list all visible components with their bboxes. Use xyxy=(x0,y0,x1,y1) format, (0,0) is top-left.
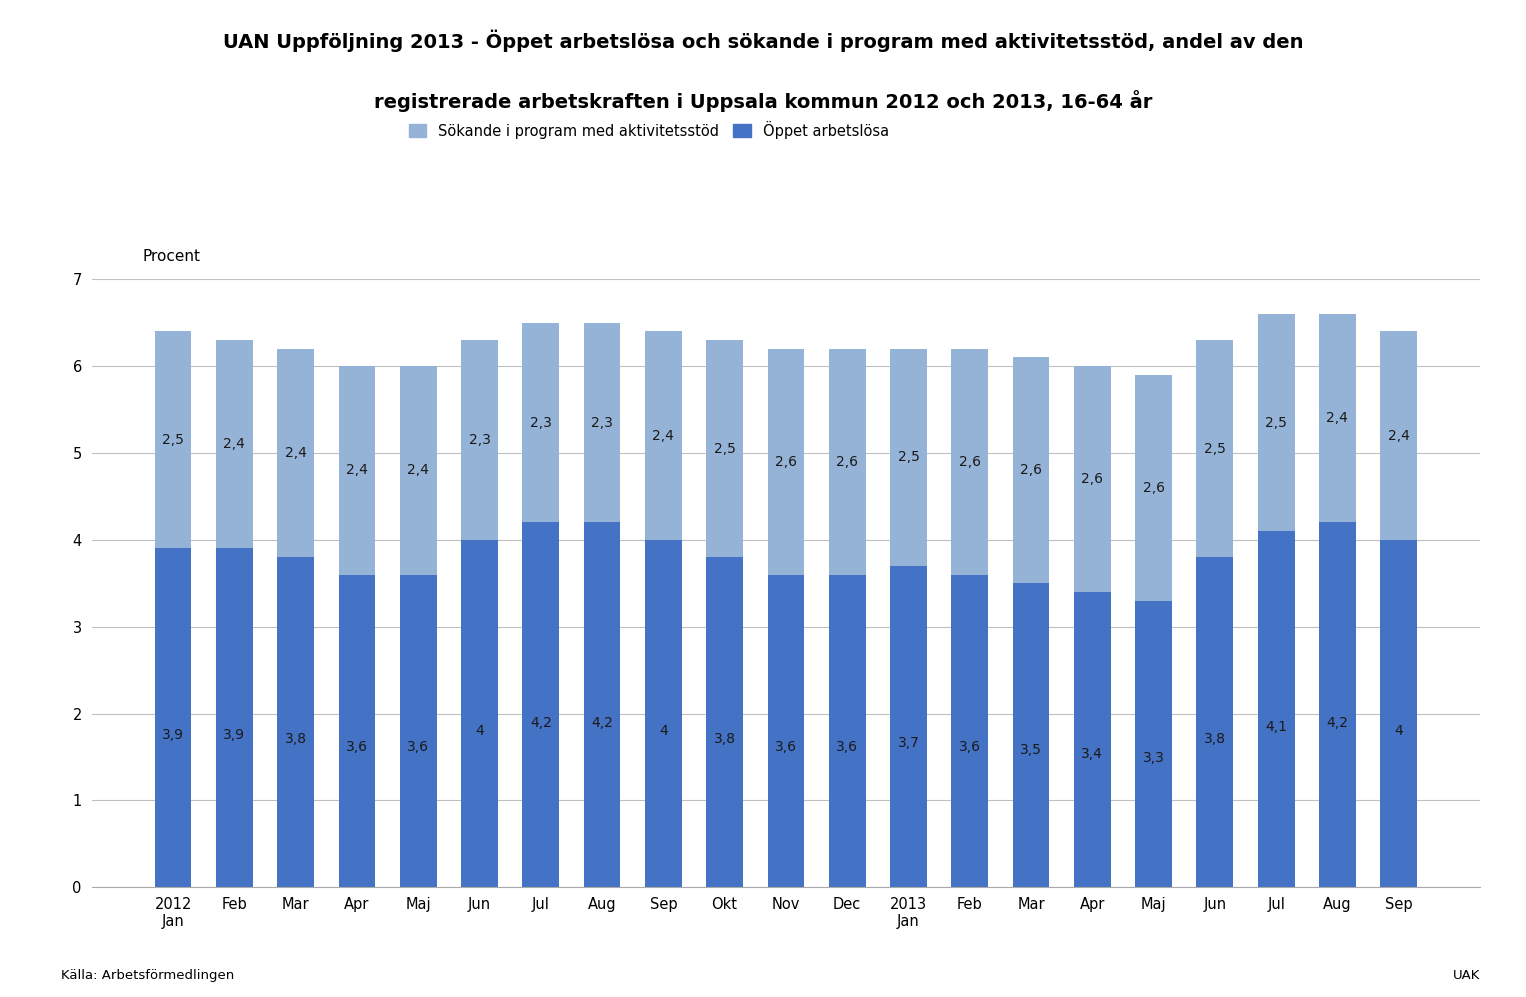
Bar xyxy=(1381,539,1418,887)
Bar xyxy=(217,548,253,887)
Text: UAN Uppföljning 2013 - Öppet arbetslösa och sökande i program med aktivitetsstöd: UAN Uppföljning 2013 - Öppet arbetslösa … xyxy=(223,30,1303,53)
Text: Källa: Arbetsförmedlingen: Källa: Arbetsförmedlingen xyxy=(61,969,235,982)
Text: 2,4: 2,4 xyxy=(1387,429,1410,443)
Bar xyxy=(278,349,314,557)
Text: 2,6: 2,6 xyxy=(836,455,858,469)
Bar xyxy=(707,340,743,557)
Bar xyxy=(1318,522,1355,887)
Bar xyxy=(768,349,804,574)
Bar xyxy=(461,340,497,539)
Bar xyxy=(461,539,497,887)
Text: 2,4: 2,4 xyxy=(653,429,674,443)
Bar xyxy=(645,539,682,887)
Bar xyxy=(339,366,375,574)
Bar xyxy=(522,522,559,887)
Bar xyxy=(1196,557,1233,887)
Text: 2,4: 2,4 xyxy=(285,446,307,460)
Text: 2,6: 2,6 xyxy=(1082,472,1103,486)
Bar xyxy=(583,522,621,887)
Text: 4,2: 4,2 xyxy=(1326,716,1349,730)
Bar xyxy=(278,557,314,887)
Text: 4: 4 xyxy=(475,724,484,738)
Text: 3,7: 3,7 xyxy=(897,736,919,750)
Text: 2,5: 2,5 xyxy=(1204,442,1225,456)
Text: 3,8: 3,8 xyxy=(285,732,307,746)
Text: 2,4: 2,4 xyxy=(223,438,246,452)
Text: 4,2: 4,2 xyxy=(530,716,552,730)
Text: 3,6: 3,6 xyxy=(958,740,981,754)
Text: UAK: UAK xyxy=(1453,969,1480,982)
Bar xyxy=(1074,366,1111,592)
Text: 3,8: 3,8 xyxy=(1204,732,1225,746)
Bar xyxy=(522,323,559,522)
Text: 2,6: 2,6 xyxy=(1143,481,1164,495)
Text: 2,6: 2,6 xyxy=(775,455,797,469)
Text: 2,3: 2,3 xyxy=(591,416,613,430)
Bar xyxy=(1013,357,1050,583)
Bar xyxy=(829,574,865,887)
Text: 2,6: 2,6 xyxy=(1019,464,1042,478)
Text: 4,1: 4,1 xyxy=(1265,720,1286,734)
Text: 3,9: 3,9 xyxy=(223,728,246,742)
Text: 3,4: 3,4 xyxy=(1082,748,1103,762)
Text: 2,5: 2,5 xyxy=(1265,416,1286,430)
Bar xyxy=(645,331,682,539)
Text: 4: 4 xyxy=(1395,724,1402,738)
Bar xyxy=(1381,331,1418,539)
Text: 3,9: 3,9 xyxy=(162,728,185,742)
Bar xyxy=(1257,531,1294,887)
Bar xyxy=(1135,375,1172,600)
Bar xyxy=(890,349,926,566)
Bar xyxy=(1318,314,1355,522)
Text: 2,5: 2,5 xyxy=(897,451,919,465)
Bar xyxy=(829,349,865,574)
Text: 4: 4 xyxy=(659,724,668,738)
Text: 2,5: 2,5 xyxy=(714,442,736,456)
Text: 3,5: 3,5 xyxy=(1019,744,1042,758)
Bar xyxy=(1196,340,1233,557)
Bar xyxy=(707,557,743,887)
Text: 3,6: 3,6 xyxy=(775,740,797,754)
Bar xyxy=(951,574,989,887)
Bar xyxy=(339,574,375,887)
Bar xyxy=(890,566,926,887)
Text: 2,5: 2,5 xyxy=(162,433,185,447)
Text: 2,4: 2,4 xyxy=(1326,411,1349,425)
Bar xyxy=(1257,314,1294,531)
Text: 3,6: 3,6 xyxy=(836,740,858,754)
Bar xyxy=(1074,592,1111,887)
Bar xyxy=(768,574,804,887)
Legend: Sökande i program med aktivitetsstöd, Öppet arbetslösa: Sökande i program med aktivitetsstöd, Öp… xyxy=(404,117,893,143)
Text: 3,8: 3,8 xyxy=(714,732,736,746)
Bar xyxy=(951,349,989,574)
Bar xyxy=(154,548,191,887)
Text: 2,6: 2,6 xyxy=(958,455,981,469)
Text: registrerade arbetskraften i Uppsala kommun 2012 och 2013, 16-64 år: registrerade arbetskraften i Uppsala kom… xyxy=(374,90,1152,112)
Text: Procent: Procent xyxy=(142,248,200,263)
Bar xyxy=(1013,583,1050,887)
Bar xyxy=(1135,600,1172,887)
Text: 2,3: 2,3 xyxy=(468,433,490,447)
Bar xyxy=(154,331,191,548)
Bar xyxy=(400,366,436,574)
Text: 3,6: 3,6 xyxy=(346,740,368,754)
Text: 2,4: 2,4 xyxy=(407,464,429,478)
Bar xyxy=(217,340,253,548)
Text: 2,3: 2,3 xyxy=(530,416,552,430)
Text: 3,3: 3,3 xyxy=(1143,752,1164,766)
Text: 3,6: 3,6 xyxy=(407,740,429,754)
Bar xyxy=(583,323,621,522)
Text: 2,4: 2,4 xyxy=(346,464,368,478)
Bar xyxy=(400,574,436,887)
Text: 4,2: 4,2 xyxy=(591,716,613,730)
